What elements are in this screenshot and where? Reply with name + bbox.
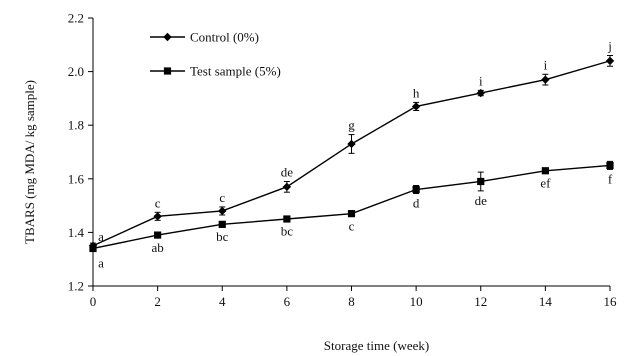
control-significance-label: h bbox=[413, 85, 420, 100]
test-significance-label: bc bbox=[281, 224, 294, 239]
control-point bbox=[153, 212, 162, 221]
control-significance-label: a bbox=[98, 229, 104, 244]
tick-labels: 1.2 1.4 1.6 1.8 2.0 2.2 0 2 4 6 8 10 12 14 16 bbox=[68, 11, 617, 310]
y-tick-label: 1.6 bbox=[68, 171, 85, 186]
test-sample-point bbox=[89, 244, 97, 253]
legend-label: Control (0%) bbox=[190, 30, 259, 45]
control-point bbox=[347, 139, 356, 149]
control-significance-label: c bbox=[219, 190, 225, 205]
test-significance-label: de bbox=[475, 193, 488, 208]
control-significance-label: j bbox=[607, 39, 612, 54]
control-significance-label: c bbox=[155, 195, 161, 210]
y-axis-title: TBARS (mg MDA/ kg sample) bbox=[22, 80, 37, 244]
x-tick-label: 6 bbox=[284, 294, 291, 309]
legend-item-test-sample: Test sample (5%) bbox=[150, 64, 281, 79]
y-tick-label: 1.8 bbox=[68, 118, 84, 133]
test-sample-line bbox=[92, 164, 611, 250]
test-sample-point bbox=[347, 210, 356, 218]
legend-diamond-marker bbox=[163, 32, 172, 42]
control-significance-label: i bbox=[479, 73, 483, 88]
x-tick-label: 4 bbox=[219, 294, 226, 309]
test-significance-label: a bbox=[98, 255, 104, 270]
test-sample-point bbox=[412, 185, 420, 194]
control-point bbox=[476, 88, 485, 98]
test-sample-point bbox=[218, 220, 226, 228]
legend: Control (0%) Test sample (5%) bbox=[150, 30, 281, 79]
test-sample-point bbox=[606, 161, 614, 169]
x-tick-label: 0 bbox=[90, 294, 97, 309]
control-point bbox=[218, 206, 227, 216]
test-significance-label: bc bbox=[216, 229, 229, 244]
y-tick-label: 1.4 bbox=[68, 225, 85, 240]
y-tick-label: 1.2 bbox=[68, 279, 84, 294]
test-significance-label: ef bbox=[540, 175, 551, 190]
x-tick-label: 14 bbox=[539, 294, 553, 309]
y-tick-label: 2.2 bbox=[68, 11, 84, 26]
test-sample-point bbox=[477, 177, 485, 186]
series-layer bbox=[88, 55, 615, 253]
x-tick-label: 8 bbox=[348, 294, 355, 309]
control-significance-label: de bbox=[281, 164, 294, 179]
test-sample-point bbox=[541, 167, 549, 175]
x-tick-label: 2 bbox=[154, 294, 161, 309]
axes bbox=[88, 17, 611, 291]
test-significance-label: f bbox=[608, 171, 613, 186]
legend-square-marker bbox=[163, 67, 172, 75]
legend-label: Test sample (5%) bbox=[190, 64, 281, 79]
series-control bbox=[88, 55, 615, 250]
control-point bbox=[541, 75, 550, 84]
control-point bbox=[411, 102, 421, 111]
significance-labels: a c c de g h i i j a ab bc bc c d de ef f bbox=[98, 39, 613, 271]
control-significance-label: g bbox=[348, 118, 355, 133]
test-significance-label: d bbox=[413, 196, 420, 211]
test-sample-point bbox=[283, 215, 291, 223]
test-sample-point bbox=[154, 231, 162, 239]
x-tick-label: 10 bbox=[410, 294, 423, 309]
x-tick-label: 16 bbox=[604, 294, 618, 309]
test-significance-label: ab bbox=[151, 240, 163, 255]
x-axis-title: Storage time (week) bbox=[324, 338, 429, 353]
control-point bbox=[282, 182, 292, 192]
series-test-sample bbox=[89, 160, 614, 253]
test-significance-label: c bbox=[349, 218, 355, 233]
legend-item-control: Control (0%) bbox=[150, 30, 259, 45]
control-point bbox=[605, 56, 615, 66]
y-tick-label: 2.0 bbox=[68, 64, 84, 79]
x-tick-label: 12 bbox=[474, 294, 487, 309]
control-significance-label: i bbox=[544, 57, 548, 72]
